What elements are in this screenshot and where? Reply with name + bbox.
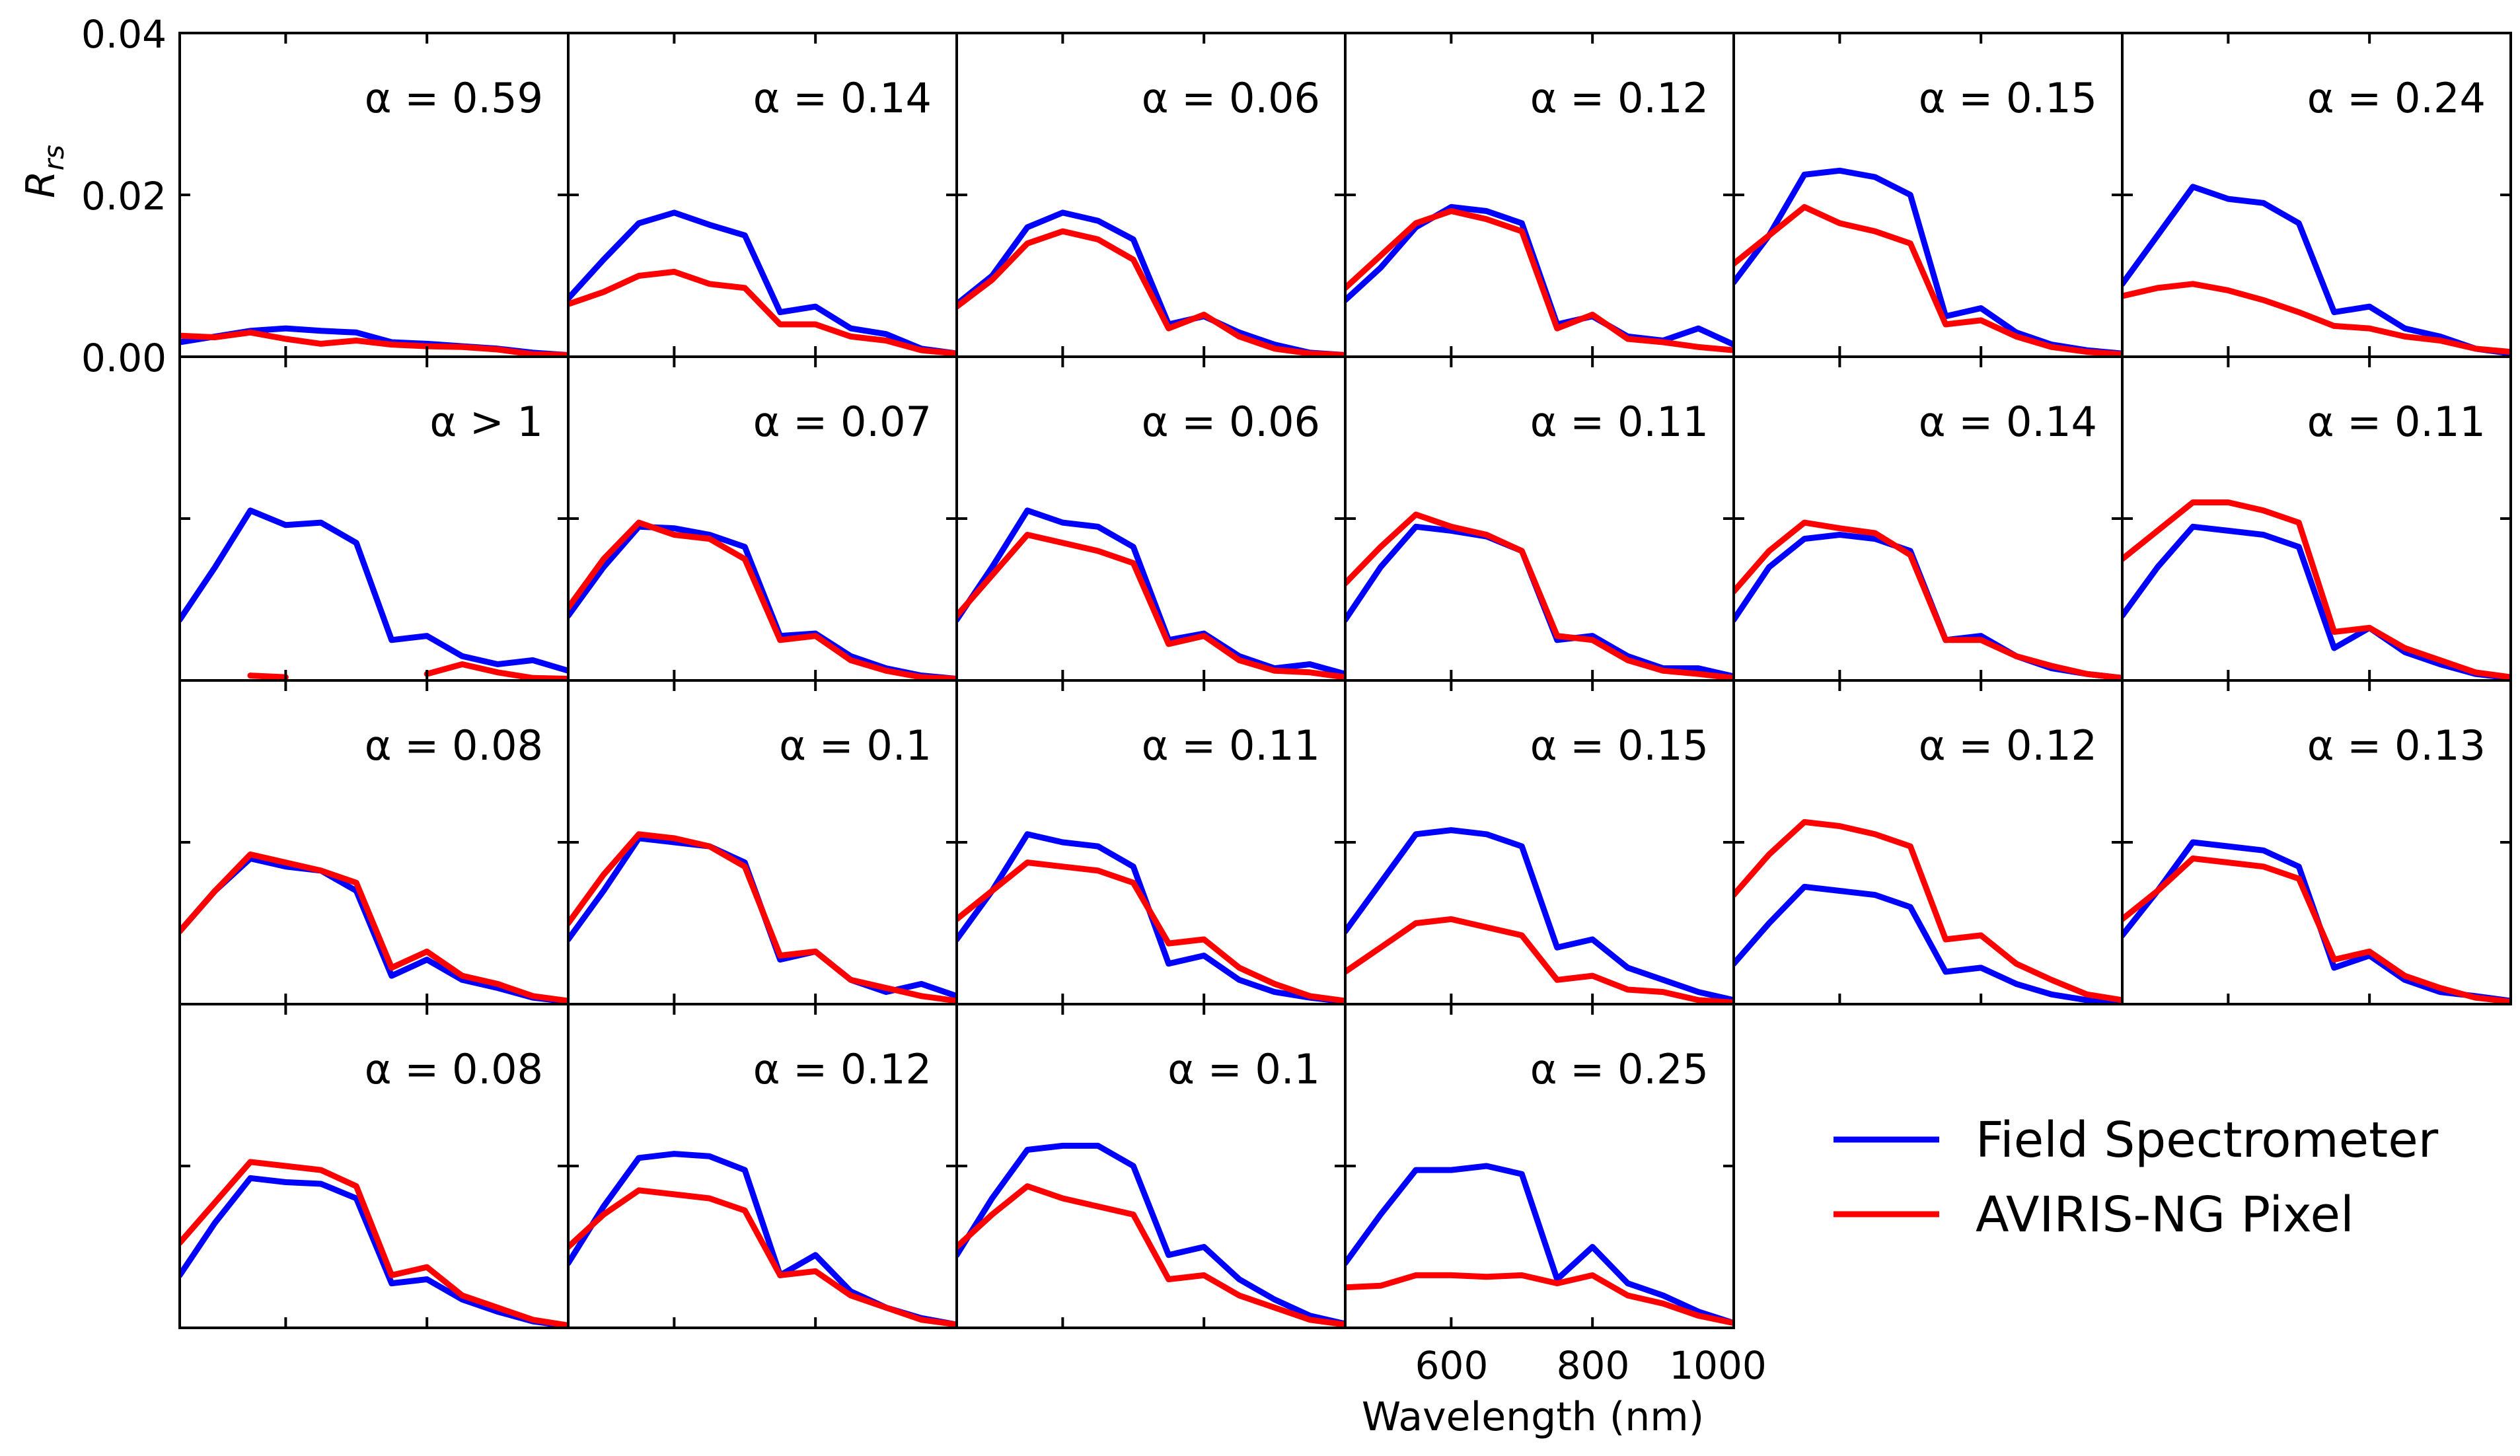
aviris-ng-line-panel-20 xyxy=(568,1187,957,1328)
aviris-ng-line-panel-12 xyxy=(2122,499,2511,680)
x-tick-label-800: 800 xyxy=(1557,1343,1630,1388)
alpha-label-panel-11: α = 0.14 xyxy=(1919,398,2097,446)
panel-19: α = 0.08 xyxy=(178,1003,570,1329)
alpha-label-panel-7: α > 1 xyxy=(429,398,543,446)
aviris-ng-line-panel-19 xyxy=(180,1159,568,1328)
aviris-ng-line-panel-1 xyxy=(180,329,568,357)
field-spectrometer-line-panel-17 xyxy=(1734,883,2122,1004)
aviris-ng-line-panel-4 xyxy=(1345,208,1734,353)
panel-22: α = 0.25 xyxy=(1344,1003,1735,1329)
aviris-ng-line-panel-10 xyxy=(1345,511,1734,680)
panel-17: α = 0.12 xyxy=(1732,679,2124,1005)
aviris-ng-line-panel-2 xyxy=(568,268,957,357)
aviris-ng-line-panel-13 xyxy=(180,851,568,1004)
alpha-label-panel-9: α = 0.06 xyxy=(1142,398,1320,446)
y-tick-label-0.00: 0.00 xyxy=(81,336,167,381)
panel-6: α = 0.24 xyxy=(2121,32,2512,358)
aviris-ng-line-panel-15 xyxy=(957,859,1345,1004)
panel-21: α = 0.1 xyxy=(955,1003,1347,1329)
alpha-label-panel-19: α = 0.08 xyxy=(365,1045,543,1093)
panel-20: α = 0.12 xyxy=(567,1003,958,1329)
panel-14: α = 0.1 xyxy=(567,679,958,1005)
x-tick-label-1000: 1000 xyxy=(1669,1343,1767,1388)
alpha-label-panel-17: α = 0.12 xyxy=(1919,721,2097,770)
panel-grid: α = 0.59 α = 0.14 α = 0.06 α = 0.12 α = 0.15… xyxy=(178,32,2512,1329)
aviris-ng-line-panel-16 xyxy=(1345,916,1734,1004)
aviris-ng-line-panel-18 xyxy=(2122,855,2511,1004)
aviris-ng-line-panel-8 xyxy=(568,519,957,680)
panel-10: α = 0.11 xyxy=(1344,355,1735,682)
aviris-ng-line-panel-9 xyxy=(957,532,1345,680)
aviris-ng-line-panel-3 xyxy=(957,228,1345,357)
panel-1: α = 0.59 xyxy=(178,32,570,358)
field-spectrometer-line-panel-5 xyxy=(1734,167,2122,357)
field-spectrometer-line-panel-11 xyxy=(1734,532,2122,680)
field-spectrometer-line-panel-9 xyxy=(957,507,1345,677)
field-spectrometer-line-panel-3 xyxy=(957,209,1345,357)
alpha-label-panel-2: α = 0.14 xyxy=(753,74,932,122)
alpha-label-panel-1: α = 0.59 xyxy=(365,74,543,122)
alpha-label-panel-15: α = 0.11 xyxy=(1142,721,1320,770)
alpha-label-panel-16: α = 0.15 xyxy=(1530,721,1709,770)
field-spectrometer-line-panel-19 xyxy=(180,1175,568,1328)
field-spectrometer-line-panel-21 xyxy=(957,1142,1345,1327)
alpha-label-panel-18: α = 0.13 xyxy=(2307,721,2486,770)
alpha-label-panel-21: α = 0.1 xyxy=(1167,1045,1320,1093)
alpha-label-panel-6: α = 0.24 xyxy=(2307,74,2486,122)
aviris-ng-line-panel-7 xyxy=(247,661,568,680)
y-axis-title-main: R xyxy=(18,170,64,198)
panel-4: α = 0.12 xyxy=(1344,32,1735,358)
panel-9: α = 0.06 xyxy=(955,355,1347,682)
field-spectrometer-line-panel-22 xyxy=(1345,1163,1734,1327)
alpha-label-panel-14: α = 0.1 xyxy=(779,721,932,770)
panel-2: α = 0.14 xyxy=(567,32,958,358)
y-tick-label-0.04: 0.04 xyxy=(81,12,167,57)
y-axis-title: Rrs xyxy=(18,145,70,198)
panel-12: α = 0.11 xyxy=(2121,355,2512,682)
y-tick-label-0.02: 0.02 xyxy=(81,174,167,219)
panel-13: α = 0.08 xyxy=(178,679,570,1005)
legend-label-field-spectrometer: Field Spectrometer xyxy=(1976,1112,2439,1169)
field-spectrometer-line-panel-2 xyxy=(568,209,957,357)
alpha-label-panel-20: α = 0.12 xyxy=(753,1045,932,1093)
field-spectrometer-line-panel-10 xyxy=(1345,523,1734,680)
alpha-label-panel-10: α = 0.11 xyxy=(1530,398,1709,446)
aviris-ng-line-panel-6 xyxy=(2122,281,2511,355)
alpha-label-panel-12: α = 0.11 xyxy=(2307,398,2486,446)
panel-18: α = 0.13 xyxy=(2121,679,2512,1005)
alpha-label-panel-13: α = 0.08 xyxy=(365,721,543,770)
panel-15: α = 0.11 xyxy=(955,679,1347,1005)
aviris-ng-line-panel-21 xyxy=(957,1183,1345,1328)
panel-3: α = 0.06 xyxy=(955,32,1347,358)
y-axis-title-subscript: rs xyxy=(38,145,70,170)
field-spectrometer-line-panel-6 xyxy=(2122,184,2511,357)
legend-label-aviris-ng-pixel: AVIRIS-NG Pixel xyxy=(1976,1186,2354,1243)
aviris-ng-line-panel-14 xyxy=(568,831,957,1004)
panel-16: α = 0.15 xyxy=(1344,679,1735,1005)
alpha-label-panel-5: α = 0.15 xyxy=(1919,74,2097,122)
field-spectrometer-line-panel-7 xyxy=(180,507,568,674)
panel-11: α = 0.14 xyxy=(1732,355,2124,682)
field-spectrometer-line-panel-16 xyxy=(1345,827,1734,1003)
x-axis-title: Wavelength (nm) xyxy=(1362,1394,1704,1440)
alpha-label-panel-4: α = 0.12 xyxy=(1530,74,1709,122)
aviris-ng-line-panel-22 xyxy=(1345,1272,1734,1327)
legend: Field Spectrometer AVIRIS-NG Pixel xyxy=(1834,1112,2439,1243)
aviris-ng-line-panel-11 xyxy=(1734,519,2122,680)
alpha-label-panel-3: α = 0.06 xyxy=(1142,74,1320,122)
aviris-ng-line-panel-5 xyxy=(1734,203,2122,357)
alpha-label-panel-8: α = 0.07 xyxy=(753,398,932,446)
panel-8: α = 0.07 xyxy=(567,355,958,682)
x-tick-label-600: 600 xyxy=(1415,1343,1489,1388)
panel-7: α > 1 xyxy=(178,355,570,682)
aviris-ng-line-panel-17 xyxy=(1734,819,2122,1003)
panel-5: α = 0.15 xyxy=(1732,32,2124,358)
alpha-label-panel-22: α = 0.25 xyxy=(1530,1045,1709,1093)
field-spectrometer-line-panel-12 xyxy=(2122,523,2511,680)
